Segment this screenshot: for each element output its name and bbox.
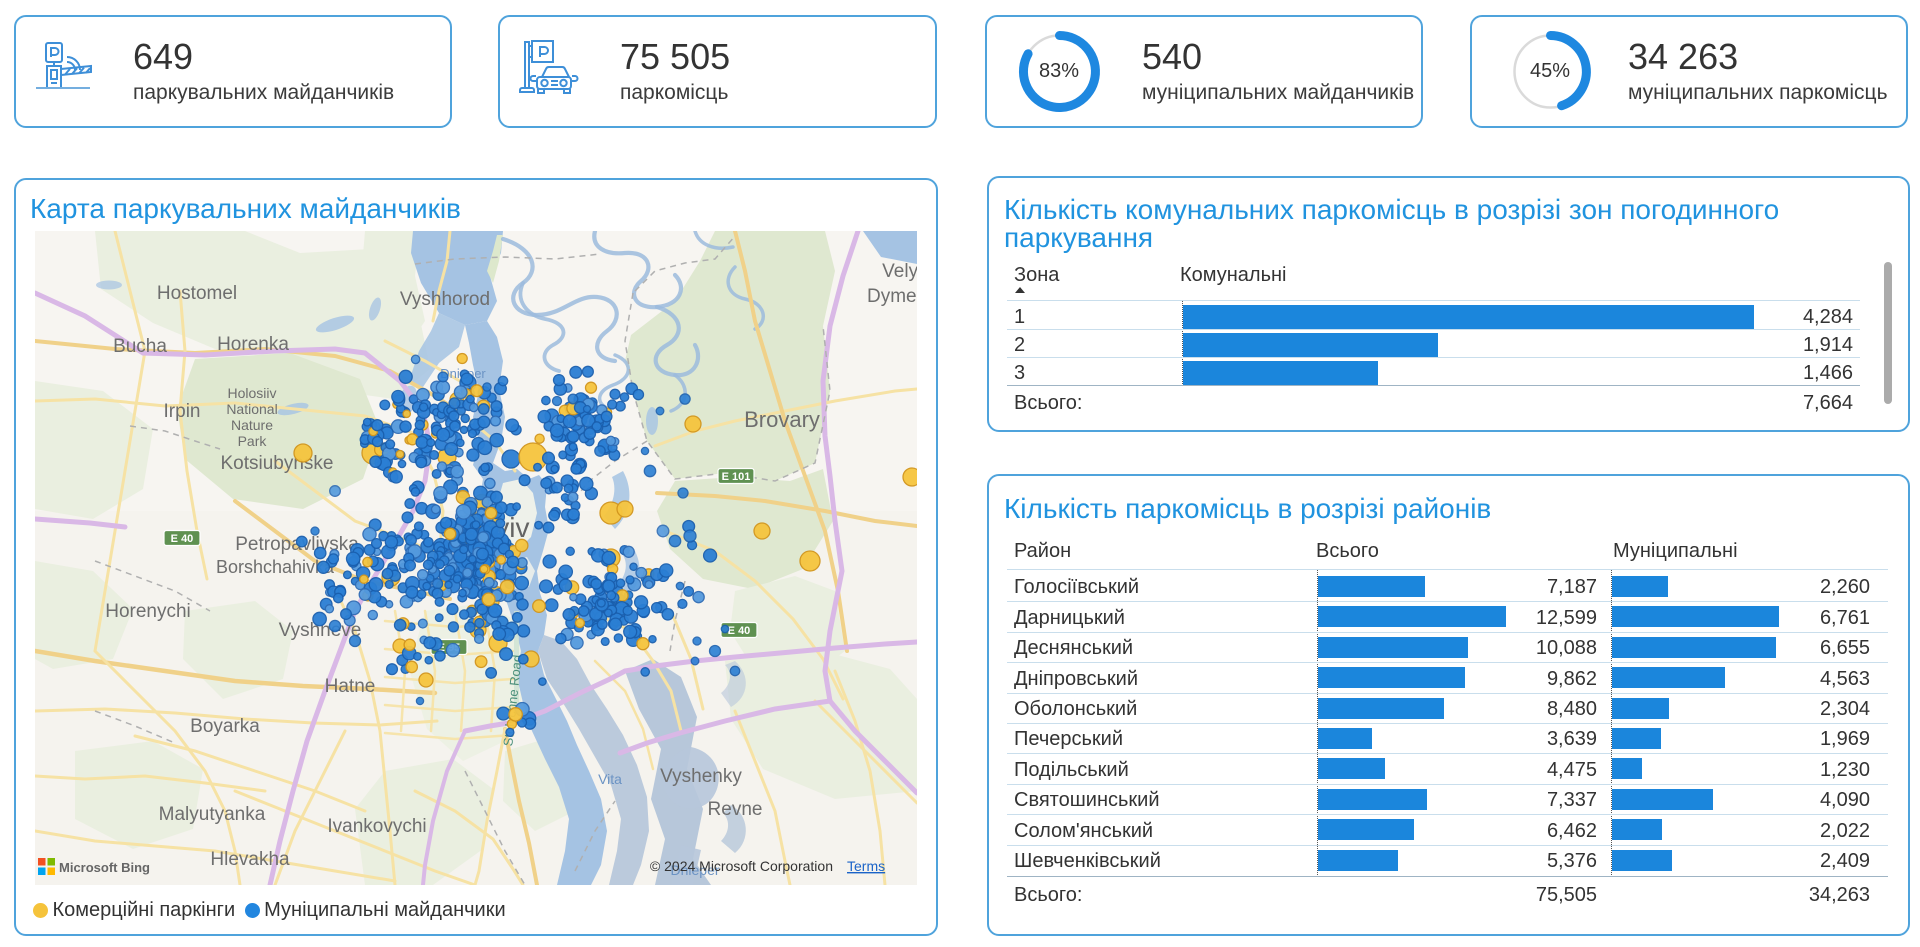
svg-text:Malyutyanka: Malyutyanka (159, 804, 266, 825)
svg-text:© 2024 Microsoft Corporation: © 2024 Microsoft Corporation (650, 858, 833, 874)
svg-text:E 40: E 40 (728, 625, 751, 637)
svg-text:Nature: Nature (231, 417, 273, 433)
svg-text:National: National (226, 401, 277, 417)
svg-text:Borshchahivka: Borshchahivka (216, 557, 335, 577)
svg-text:Irpin: Irpin (164, 401, 201, 422)
svg-text:Horenka: Horenka (217, 334, 289, 355)
svg-text:Vita: Vita (598, 771, 622, 787)
svg-text:Vyshenky: Vyshenky (660, 766, 742, 787)
svg-text:Hlevakha: Hlevakha (210, 849, 290, 870)
svg-text:E 40: E 40 (171, 533, 194, 545)
svg-text:Ivankovychi: Ivankovychi (327, 816, 426, 837)
svg-text:Vyshhorod: Vyshhorod (400, 289, 490, 310)
svg-text:Velyki: Velyki (882, 261, 917, 282)
svg-text:Horenychi: Horenychi (105, 601, 191, 622)
svg-text:Terms: Terms (847, 858, 885, 874)
svg-text:Microsoft Bing: Microsoft Bing (59, 860, 150, 875)
svg-text:Park: Park (238, 433, 268, 449)
svg-text:Bucha: Bucha (113, 336, 167, 357)
svg-text:Brovary: Brovary (744, 407, 820, 432)
svg-text:Hostomel: Hostomel (157, 283, 237, 304)
svg-text:Boyarka: Boyarka (190, 716, 260, 737)
svg-text:Revne: Revne (708, 799, 763, 820)
svg-text:Dymerka: Dymerka (867, 286, 917, 307)
svg-text:Dnieper: Dnieper (670, 862, 719, 878)
svg-text:Hatne: Hatne (325, 676, 376, 697)
svg-text:E 101: E 101 (722, 471, 751, 483)
svg-text:Holosiiv: Holosiiv (227, 385, 276, 401)
svg-text:Kotsiubynske: Kotsiubynske (220, 453, 333, 474)
